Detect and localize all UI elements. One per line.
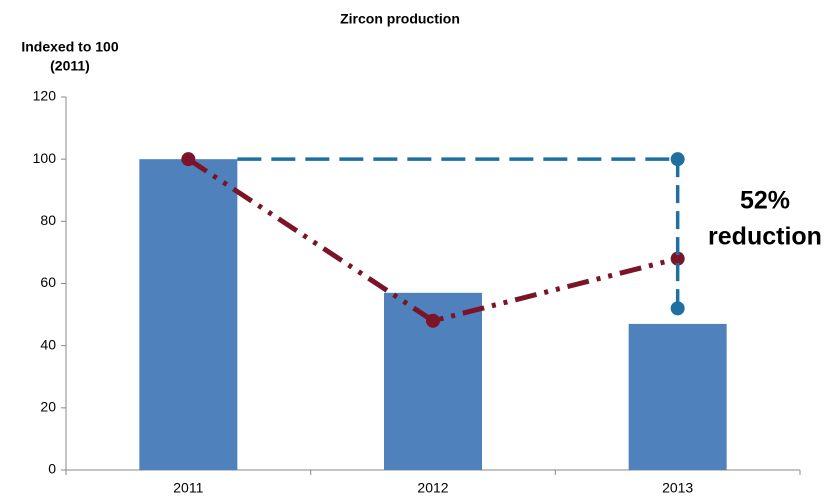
bar <box>139 159 238 470</box>
bracket-end <box>670 152 685 167</box>
line-point <box>670 251 685 266</box>
y-tick-label: 100 <box>33 150 57 166</box>
chart-title: Zircon production <box>340 11 460 27</box>
bracket-end <box>670 301 685 316</box>
line-point <box>426 313 440 328</box>
y-tick-label: 80 <box>40 212 56 228</box>
annotation-text: reduction <box>708 223 822 251</box>
bar <box>628 323 727 470</box>
x-tick-label: 2013 <box>662 480 693 496</box>
y-axis-label: (2011) <box>50 58 90 74</box>
y-tick-label: 120 <box>33 88 57 104</box>
x-tick-label: 2011 <box>173 480 203 496</box>
y-tick-label: 60 <box>40 274 56 290</box>
line <box>186 157 679 324</box>
y-axis-label: Indexed to 100 <box>21 39 118 55</box>
line-point <box>181 152 196 167</box>
x-tick-label: 2012 <box>417 480 448 496</box>
y-tick-label: 0 <box>48 461 56 477</box>
y-tick-label: 40 <box>40 336 56 352</box>
y-tick-label: 20 <box>40 399 56 415</box>
annotation-text: 52% <box>740 187 790 215</box>
